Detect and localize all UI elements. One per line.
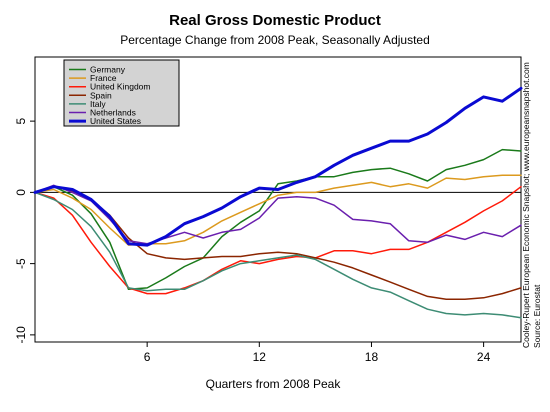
x-axis: 6 12 18 24 bbox=[144, 342, 491, 364]
y-tick-label: 5 bbox=[14, 117, 28, 124]
legend-box bbox=[63, 59, 180, 127]
x-tick-label: 18 bbox=[365, 350, 379, 364]
series-lines bbox=[33, 86, 523, 319]
x-tick-label: 6 bbox=[144, 350, 151, 364]
plot-area bbox=[34, 56, 522, 343]
y-axis: 5 0 -5 -10 bbox=[14, 117, 35, 344]
legend-label-netherlands: Netherlands bbox=[90, 108, 136, 118]
legend-label-italy: Italy bbox=[90, 99, 106, 109]
y-tick-label: 0 bbox=[14, 189, 28, 196]
y-tick-label: -5 bbox=[14, 258, 28, 269]
series-line-united-states bbox=[33, 86, 523, 247]
legend-label-spain: Spain bbox=[90, 90, 112, 100]
legend-label-germany: Germany bbox=[90, 65, 126, 75]
credit-line-1: Cooley-Rupert European Economic Snapshot… bbox=[521, 62, 531, 348]
legend-label-united-kingdom: United Kingdom bbox=[90, 82, 150, 92]
x-tick-label: 24 bbox=[477, 350, 491, 364]
series-line-united-kingdom bbox=[34, 185, 522, 295]
chart-title: Real Gross Domestic Product bbox=[169, 12, 381, 29]
x-axis-label: Quarters from 2008 Peak bbox=[206, 377, 342, 391]
legend-label-united-states: United States bbox=[90, 116, 141, 126]
series-line-spain bbox=[34, 185, 522, 301]
chart-subtitle: Percentage Change from 2008 Peak, Season… bbox=[120, 33, 430, 47]
credit-line-2: Source: Eurostat bbox=[532, 284, 542, 348]
legend-label-france: France bbox=[90, 73, 117, 83]
series-line-italy bbox=[34, 191, 522, 319]
x-tick-label: 12 bbox=[253, 350, 267, 364]
series-line-france bbox=[34, 174, 522, 246]
series-line-germany bbox=[34, 148, 522, 291]
y-tick-label: -10 bbox=[14, 326, 28, 344]
